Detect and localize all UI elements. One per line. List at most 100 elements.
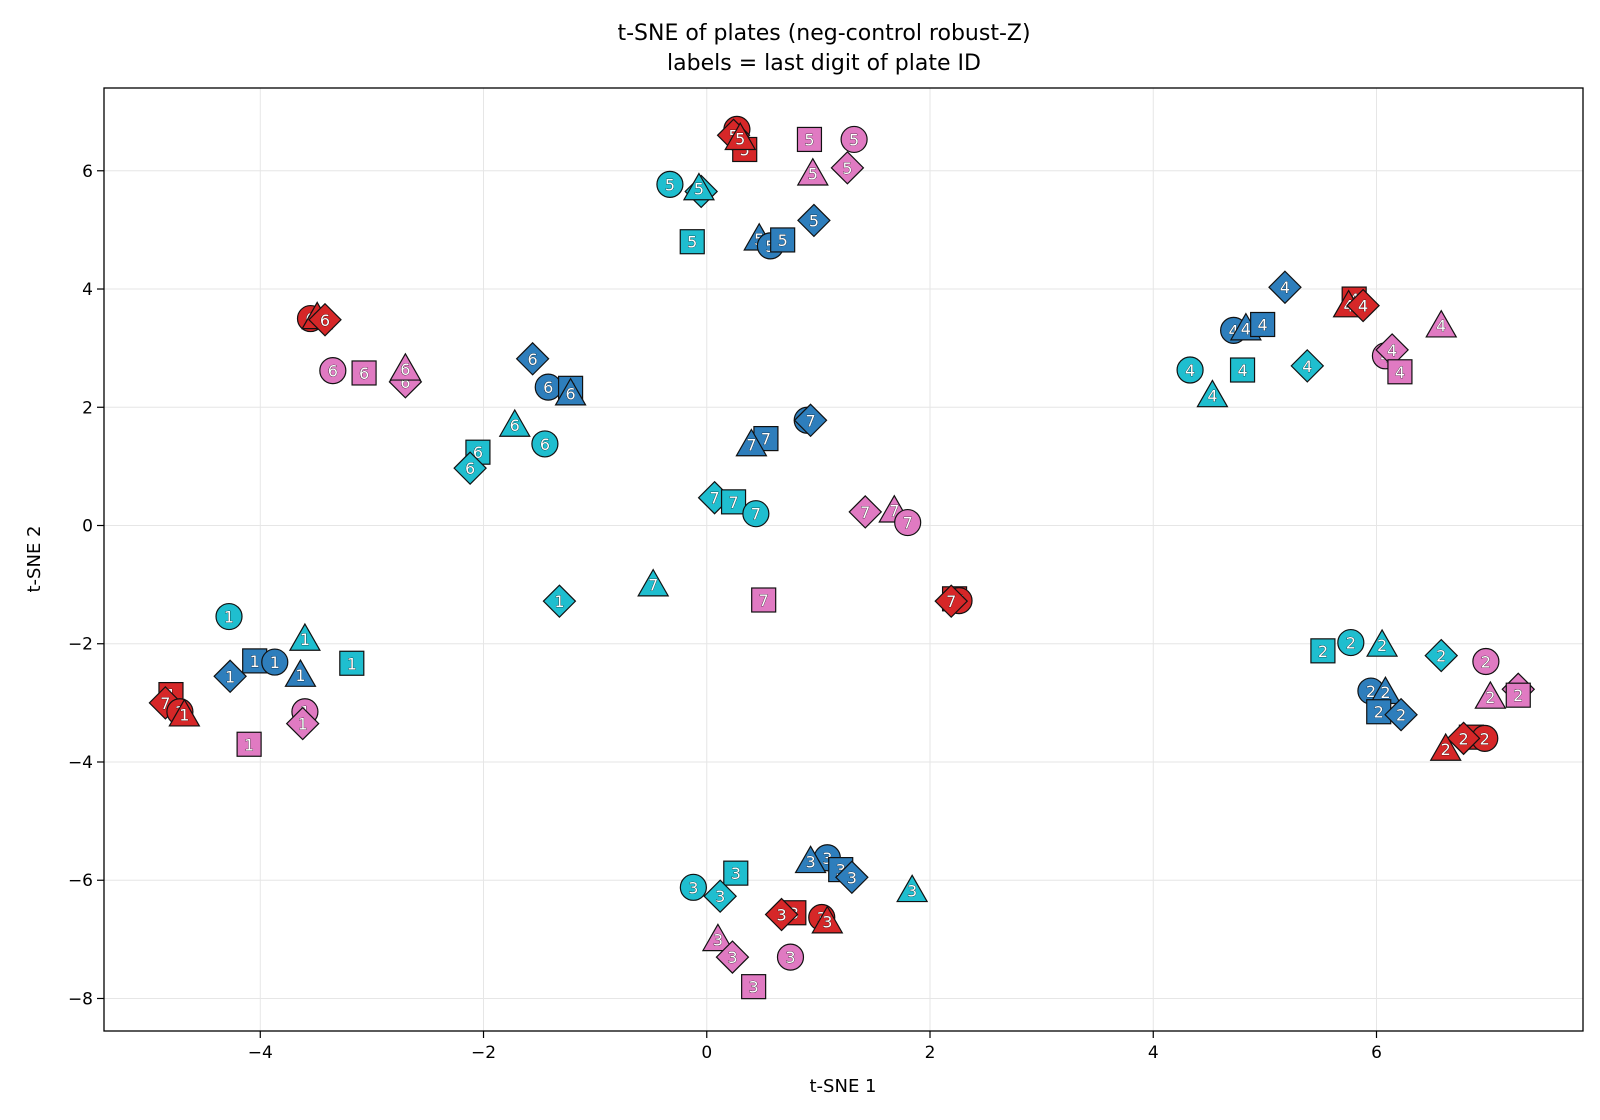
point-label: 7: [903, 514, 913, 533]
point-label: 5: [808, 165, 818, 184]
point-marker-circle: [894, 508, 922, 537]
point-label: 4: [1207, 386, 1217, 405]
point-label: 1: [554, 592, 564, 611]
point-marker-circle: [679, 873, 707, 901]
point-marker-square: [1387, 359, 1413, 385]
scatter-point: 4: [1196, 379, 1229, 408]
point-label: 6: [400, 360, 410, 379]
x-tick-label: 4: [1148, 1043, 1159, 1063]
x-tick-label: 6: [1371, 1043, 1382, 1063]
point-label: 6: [359, 364, 369, 383]
point-label: 3: [822, 849, 832, 868]
point-marker-diamond: [1268, 270, 1302, 305]
point-label: 2: [1481, 652, 1491, 671]
point-label: 4: [1237, 361, 1247, 380]
point-label: 7: [648, 576, 658, 595]
scatter-point: 3: [811, 905, 844, 934]
point-marker-square: [1505, 682, 1531, 708]
x-axis-label: t-SNE 1: [810, 1076, 877, 1097]
point-marker-square: [751, 587, 777, 613]
scatter-point: 4: [1425, 309, 1458, 338]
point-label: 3: [715, 887, 725, 906]
point-label: 7: [751, 505, 761, 524]
scatter-point: 2: [1337, 628, 1365, 657]
scatter-point: 2: [1366, 699, 1392, 725]
point-label: 3: [785, 948, 795, 967]
point-marker-square: [679, 229, 705, 255]
point-label: 6: [328, 362, 338, 381]
point-marker-diamond: [703, 879, 738, 914]
plot-frame: [103, 87, 1584, 1032]
scatter-point: 7: [720, 489, 747, 515]
scatter-point: 5: [797, 203, 831, 238]
point-label: 3: [776, 906, 786, 925]
scatter-point: 6: [554, 377, 587, 406]
scatter-point: 1: [339, 650, 365, 676]
point-marker-diamond: [1346, 288, 1380, 323]
point-marker-diamond: [213, 659, 247, 694]
point-label: 5: [694, 180, 704, 199]
point-marker-diamond: [848, 495, 883, 529]
scatter-point: 2: [1474, 680, 1507, 709]
scatter-point: 6: [498, 408, 531, 437]
point-label: 6: [473, 443, 483, 462]
scatter-point: 7: [637, 568, 670, 597]
scatter-point: 7: [735, 428, 768, 457]
point-marker-diamond: [797, 203, 831, 238]
point-marker-square: [339, 650, 365, 676]
scatter-point: 1: [288, 622, 321, 651]
scatter-point: 7: [894, 508, 922, 537]
y-axis-label: t-SNE 2: [24, 526, 45, 593]
point-label: 1: [179, 706, 189, 725]
scatter-point: 4: [1375, 333, 1409, 367]
point-label: 5: [778, 231, 788, 250]
y-tick-label: 4: [82, 280, 93, 300]
point-label: 5: [735, 129, 745, 148]
point-marker-square: [351, 360, 377, 386]
scatter-point: 3: [741, 974, 767, 1000]
point-marker-square: [720, 489, 747, 515]
scatter-point: 1: [213, 659, 247, 694]
scatter-point: 4: [1229, 357, 1256, 383]
point-marker-diamond: [835, 860, 869, 895]
scatter-point: 4: [1176, 356, 1204, 384]
point-label: 1: [244, 735, 254, 754]
point-label: 7: [709, 489, 719, 508]
point-marker-triangle: [168, 698, 201, 727]
scatter-point: 5: [682, 172, 715, 201]
scatter-point: 3: [764, 897, 799, 932]
point-label: 3: [749, 978, 759, 997]
point-label: 2: [1513, 686, 1523, 705]
point-label: 7: [761, 430, 771, 449]
y-axis-ticks: −8 −6 −4 −2 0 2 4 6: [68, 162, 104, 1009]
point-marker-triangle: [1196, 379, 1229, 408]
point-marker-triangle: [701, 923, 734, 952]
point-label: 5: [804, 130, 814, 149]
point-marker-square: [1229, 357, 1256, 383]
scatter-point: 5: [796, 157, 829, 186]
point-marker-diamond: [830, 150, 865, 185]
scatter-point: 2: [1424, 638, 1459, 673]
scatter-point: 6: [351, 360, 377, 386]
point-marker-triangle: [554, 377, 587, 406]
point-label: 2: [1374, 703, 1384, 722]
scatter-point: 3: [896, 874, 929, 903]
point-marker-diamond: [308, 302, 342, 337]
scatter-point: 4: [1268, 270, 1302, 305]
point-label: 7: [860, 503, 870, 522]
point-marker-triangle: [1429, 732, 1462, 761]
point-label: 6: [465, 459, 475, 478]
point-label: 4: [1229, 321, 1239, 340]
point-label: 3: [907, 881, 917, 900]
point-label: 1: [225, 667, 235, 686]
scatter-point: 1: [542, 584, 577, 619]
scatter-point: 6: [534, 373, 562, 401]
scatter-point: 2: [1446, 721, 1481, 756]
scatter-point: 1: [236, 731, 262, 757]
point-label: 7: [728, 493, 738, 512]
scatter-point: 7: [848, 495, 883, 529]
scatter-point: 2: [1366, 628, 1399, 657]
scatter-point: 1: [284, 658, 317, 687]
